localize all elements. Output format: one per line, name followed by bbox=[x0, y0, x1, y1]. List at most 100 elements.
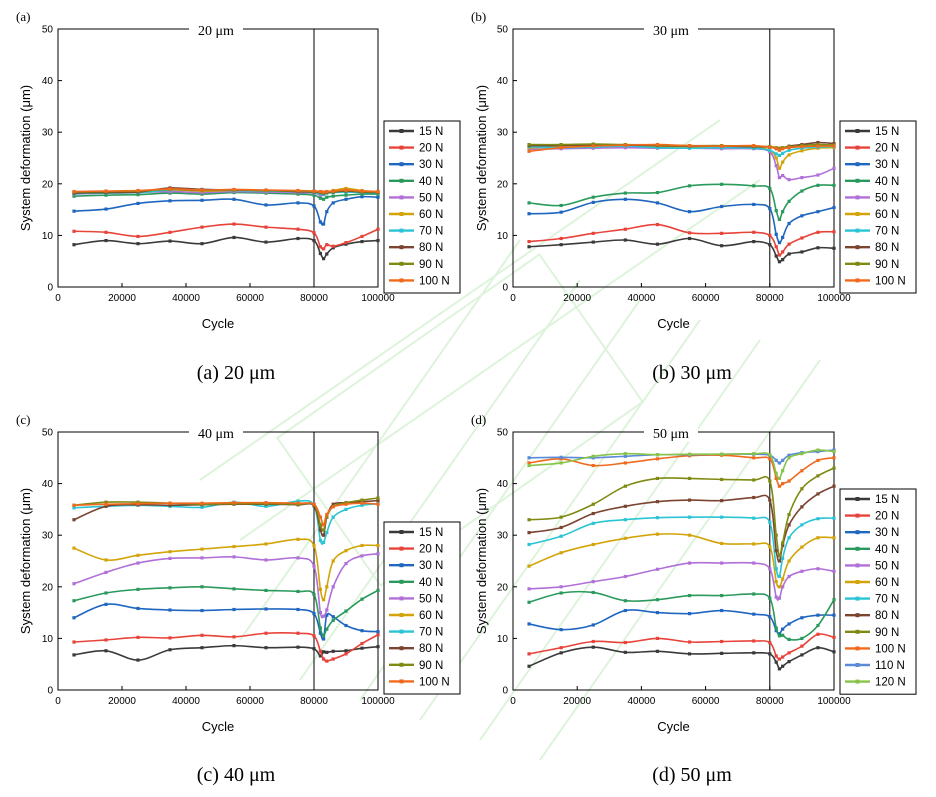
data-point bbox=[168, 199, 172, 203]
data-point bbox=[832, 183, 836, 187]
data-point bbox=[325, 627, 329, 631]
x-tick-label: 20000 bbox=[563, 696, 591, 707]
data-point bbox=[136, 635, 140, 639]
data-point bbox=[104, 193, 108, 197]
data-point bbox=[781, 258, 785, 262]
data-point bbox=[527, 212, 531, 216]
data-point bbox=[787, 178, 791, 182]
data-point bbox=[72, 582, 76, 586]
data-point bbox=[816, 230, 820, 234]
data-point bbox=[360, 646, 364, 650]
data-point bbox=[325, 243, 329, 247]
data-point bbox=[331, 505, 335, 509]
data-point bbox=[800, 505, 804, 509]
series-line bbox=[528, 183, 835, 221]
data-point bbox=[200, 547, 204, 551]
data-point bbox=[591, 240, 595, 244]
legend-marker bbox=[855, 245, 860, 250]
watermark-stroke bbox=[239, 179, 761, 541]
series-100n bbox=[527, 142, 836, 153]
data-point bbox=[768, 498, 772, 502]
series-line bbox=[528, 485, 835, 563]
data-point bbox=[168, 550, 172, 554]
data-point bbox=[168, 636, 172, 640]
legend-marker bbox=[399, 530, 404, 534]
legend-label: 20 N bbox=[419, 143, 443, 155]
legend-marker bbox=[855, 530, 860, 535]
data-point bbox=[655, 242, 660, 246]
data-point bbox=[655, 649, 660, 653]
data-point bbox=[200, 198, 204, 202]
data-point bbox=[264, 631, 268, 635]
data-point bbox=[591, 521, 595, 525]
data-point bbox=[787, 199, 791, 203]
y-axis-title: System deformation (μm) bbox=[474, 85, 489, 231]
data-point bbox=[655, 222, 660, 227]
x-tick-label: 20000 bbox=[108, 293, 136, 304]
data-point bbox=[200, 608, 204, 613]
data-point bbox=[527, 456, 531, 460]
series-30n bbox=[527, 608, 836, 636]
data-point bbox=[376, 543, 380, 548]
data-point bbox=[376, 588, 380, 593]
legend-label: 90 N bbox=[419, 259, 443, 271]
data-point bbox=[360, 234, 364, 239]
data-point bbox=[687, 452, 692, 456]
data-point bbox=[768, 243, 772, 247]
data-point bbox=[376, 502, 380, 506]
data-point bbox=[816, 536, 820, 540]
data-point bbox=[559, 455, 563, 459]
legend-marker bbox=[855, 596, 860, 601]
x-axis-title: Cycle bbox=[202, 316, 235, 331]
y-tick-label: 10 bbox=[42, 634, 54, 645]
data-point bbox=[559, 551, 563, 555]
data-point bbox=[623, 504, 627, 508]
data-point bbox=[331, 189, 335, 193]
data-point bbox=[360, 503, 364, 507]
data-point bbox=[318, 196, 322, 200]
data-point bbox=[318, 523, 322, 527]
data-point bbox=[527, 518, 531, 522]
data-point bbox=[200, 585, 204, 589]
data-point bbox=[787, 479, 791, 483]
legend-label: 50 N bbox=[875, 192, 899, 204]
data-point bbox=[787, 574, 791, 579]
data-point bbox=[318, 631, 322, 635]
y-tick-label: 40 bbox=[497, 76, 509, 87]
data-point bbox=[72, 189, 76, 194]
data-point bbox=[768, 233, 772, 237]
data-point bbox=[787, 148, 791, 152]
data-point bbox=[623, 227, 627, 231]
legend-label: 30 N bbox=[875, 159, 899, 171]
data-point bbox=[752, 516, 756, 520]
x-axis-title: Cycle bbox=[657, 719, 690, 734]
data-point bbox=[360, 195, 364, 199]
data-point bbox=[777, 217, 782, 222]
data-point bbox=[376, 633, 380, 637]
data-point bbox=[200, 188, 204, 192]
legend: 15 N 20 N 30 N 40 N 50 N 60 N 70 N 80 N 90 N 100 … bbox=[383, 521, 461, 695]
data-point bbox=[322, 650, 326, 654]
series-line bbox=[528, 590, 835, 641]
data-point bbox=[655, 636, 660, 640]
data-point bbox=[318, 245, 322, 249]
data-point bbox=[687, 146, 692, 150]
data-point bbox=[296, 631, 300, 635]
data-point bbox=[781, 627, 785, 631]
data-point bbox=[344, 241, 348, 245]
y-tick-label: 40 bbox=[42, 76, 54, 87]
data-point bbox=[360, 543, 364, 548]
data-point bbox=[781, 541, 785, 545]
data-point bbox=[312, 592, 316, 597]
series-line bbox=[528, 223, 835, 256]
series-15n bbox=[527, 645, 836, 671]
data-point bbox=[318, 626, 322, 630]
data-point bbox=[832, 536, 836, 540]
legend-marker bbox=[399, 228, 404, 233]
series-line bbox=[528, 633, 835, 660]
series-120n bbox=[527, 448, 836, 481]
data-point bbox=[768, 520, 772, 524]
data-point bbox=[104, 570, 108, 574]
x-tick-label: 80000 bbox=[756, 293, 784, 304]
data-point bbox=[800, 523, 804, 527]
